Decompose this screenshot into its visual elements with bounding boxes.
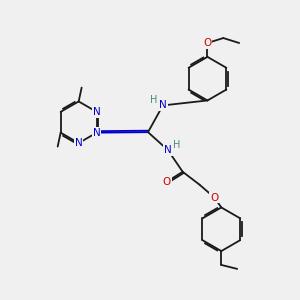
Text: O: O bbox=[203, 38, 211, 48]
Text: N: N bbox=[164, 145, 172, 155]
Text: N: N bbox=[93, 107, 101, 117]
Text: H: H bbox=[173, 140, 180, 150]
Text: O: O bbox=[163, 177, 171, 187]
Text: N: N bbox=[159, 100, 167, 110]
Text: H: H bbox=[150, 95, 158, 106]
Text: N: N bbox=[93, 128, 101, 138]
Text: O: O bbox=[210, 193, 218, 202]
Text: N: N bbox=[75, 138, 83, 148]
